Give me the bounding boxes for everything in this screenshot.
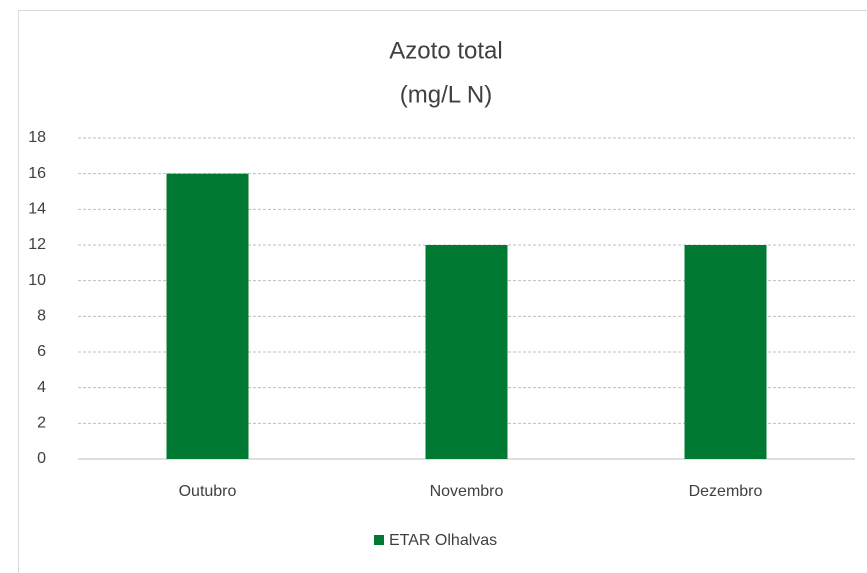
x-tick-label: Novembro	[430, 483, 504, 500]
y-tick-label: 4	[37, 379, 46, 396]
y-tick-label: 6	[37, 343, 46, 360]
y-tick-label: 18	[28, 129, 46, 146]
y-tick-label: 14	[28, 201, 46, 218]
y-tick-label: 2	[37, 415, 46, 432]
chart-subtitle: (mg/L N)	[400, 81, 492, 108]
legend-swatch	[374, 535, 384, 545]
y-tick-label: 0	[37, 450, 46, 467]
chart-title: Azoto total	[389, 37, 502, 64]
bar	[166, 173, 249, 459]
y-tick-label: 12	[28, 236, 46, 253]
bar	[684, 245, 767, 459]
bar	[425, 245, 508, 459]
y-tick-label: 8	[37, 308, 46, 325]
y-tick-label: 10	[28, 272, 46, 289]
x-tick-label: Dezembro	[689, 483, 763, 500]
legend-label: ETAR Olhalvas	[389, 532, 497, 549]
y-tick-label: 16	[28, 165, 46, 182]
x-tick-label: Outubro	[179, 483, 237, 500]
